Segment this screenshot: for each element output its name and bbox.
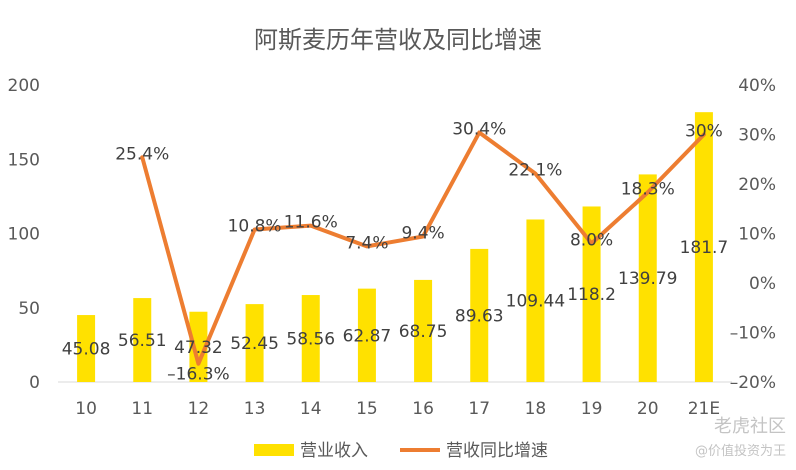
x-axis-tick-label: 10 xyxy=(75,399,97,419)
x-axis-tick-label: 12 xyxy=(188,399,210,419)
x-axis-tick-label: 21E xyxy=(688,399,720,419)
x-axis-tick-label: 20 xyxy=(637,399,659,419)
left-axis-tick-label: 200 xyxy=(8,76,40,96)
revenue-bars xyxy=(77,112,713,382)
revenue-bar-label: 139.79 xyxy=(618,269,677,289)
right-axis-tick-label: 20% xyxy=(738,175,776,195)
x-axis-tick-label: 13 xyxy=(244,399,266,419)
revenue-bar-label: 47.32 xyxy=(174,338,223,358)
chart-title: 阿斯麦历年营收及同比增速 xyxy=(254,26,542,54)
growth-point-label: 8.0% xyxy=(570,230,613,250)
revenue-bar-label: 89.63 xyxy=(455,306,504,326)
growth-line xyxy=(140,130,706,366)
x-axis-tick-label: 19 xyxy=(581,399,603,419)
revenue-bar-labels: 45.08 56.51 47.32 52.45 58.56 62.87 68.75 89.63… xyxy=(62,238,729,359)
revenue-bar-label: 109.44 xyxy=(506,292,565,312)
watermark-logo-text: 老虎社区 xyxy=(714,416,786,437)
left-axis-tick-label: 150 xyxy=(8,150,40,170)
revenue-bar-label: 68.75 xyxy=(399,322,448,342)
right-axis-tick-label: –10% xyxy=(730,324,776,344)
legend: 营业收入 营收同比增速 xyxy=(254,441,548,461)
x-axis-tick-label: 18 xyxy=(525,399,547,419)
x-axis-tick-label: 16 xyxy=(412,399,434,419)
x-axis-tick-label: 17 xyxy=(468,399,490,419)
right-axis-tick-label: 10% xyxy=(738,225,776,245)
revenue-bar xyxy=(77,315,96,382)
left-axis-tick-label: 0 xyxy=(29,373,40,393)
revenue-bar xyxy=(638,174,657,382)
x-axis-tick-label: 11 xyxy=(131,399,153,419)
right-axis-tick-label: 30% xyxy=(738,126,776,146)
x-axis-tick-label: 15 xyxy=(356,399,378,419)
revenue-bar xyxy=(357,288,376,382)
revenue-bar-label: 62.87 xyxy=(343,326,392,346)
revenue-bar xyxy=(694,112,713,382)
revenue-bar-label: 118.2 xyxy=(567,285,616,305)
growth-line-path xyxy=(140,130,706,366)
legend-label-revenue: 营业收入 xyxy=(300,441,368,461)
revenue-bar xyxy=(245,304,264,382)
x-axis-ticks: 10 11 12 13 14 15 16 17 18 19 20 21E xyxy=(75,399,720,419)
growth-point-label: 18.3% xyxy=(621,179,675,199)
legend-swatch-revenue xyxy=(254,444,294,456)
right-axis-tick-label: 0% xyxy=(749,274,776,294)
revenue-bar-label: 181.7 xyxy=(680,238,729,258)
revenue-bar xyxy=(414,279,433,382)
x-axis-tick-label: 14 xyxy=(300,399,322,419)
revenue-bar xyxy=(582,206,601,382)
growth-point-label: 9.4% xyxy=(401,223,444,243)
revenue-bar-label: 52.45 xyxy=(230,334,279,354)
revenue-bar xyxy=(301,295,320,382)
growth-point-label: 25.4% xyxy=(115,144,169,164)
right-axis-tick-label: –20% xyxy=(730,373,776,393)
revenue-bar-label: 56.51 xyxy=(118,331,167,351)
legend-label-growth: 营收同比增速 xyxy=(446,441,548,461)
growth-point-label: 30.4% xyxy=(452,120,506,140)
growth-point-label: 11.6% xyxy=(284,213,338,233)
revenue-bar xyxy=(133,298,152,382)
left-axis-tick-label: 50 xyxy=(18,299,40,319)
growth-point-label: –16.3% xyxy=(167,365,230,385)
growth-point-label: 30% xyxy=(685,122,723,142)
right-axis-tick-label: 40% xyxy=(738,76,776,96)
left-axis-tick-label: 100 xyxy=(8,225,40,245)
left-axis-ticks: 0 50 100 150 200 xyxy=(8,76,40,393)
revenue-bar-label: 45.08 xyxy=(62,340,111,360)
growth-line-labels: 25.4% –16.3% 10.8% 11.6% 7.4% 9.4% 30.4% 22.1% 8… xyxy=(115,120,723,385)
growth-point-label: 22.1% xyxy=(508,161,562,181)
right-axis-ticks: –20% –10% 0% 10% 20% 30% 40% xyxy=(730,76,776,393)
watermark-handle: @价值投资为王 xyxy=(694,444,786,459)
revenue-bar xyxy=(189,311,208,382)
revenue-bar xyxy=(470,248,489,382)
revenue-bar-label: 58.56 xyxy=(286,330,335,350)
growth-point-label: 10.8% xyxy=(228,217,282,237)
revenue-bar xyxy=(526,219,545,382)
growth-point-label: 7.4% xyxy=(345,233,388,253)
